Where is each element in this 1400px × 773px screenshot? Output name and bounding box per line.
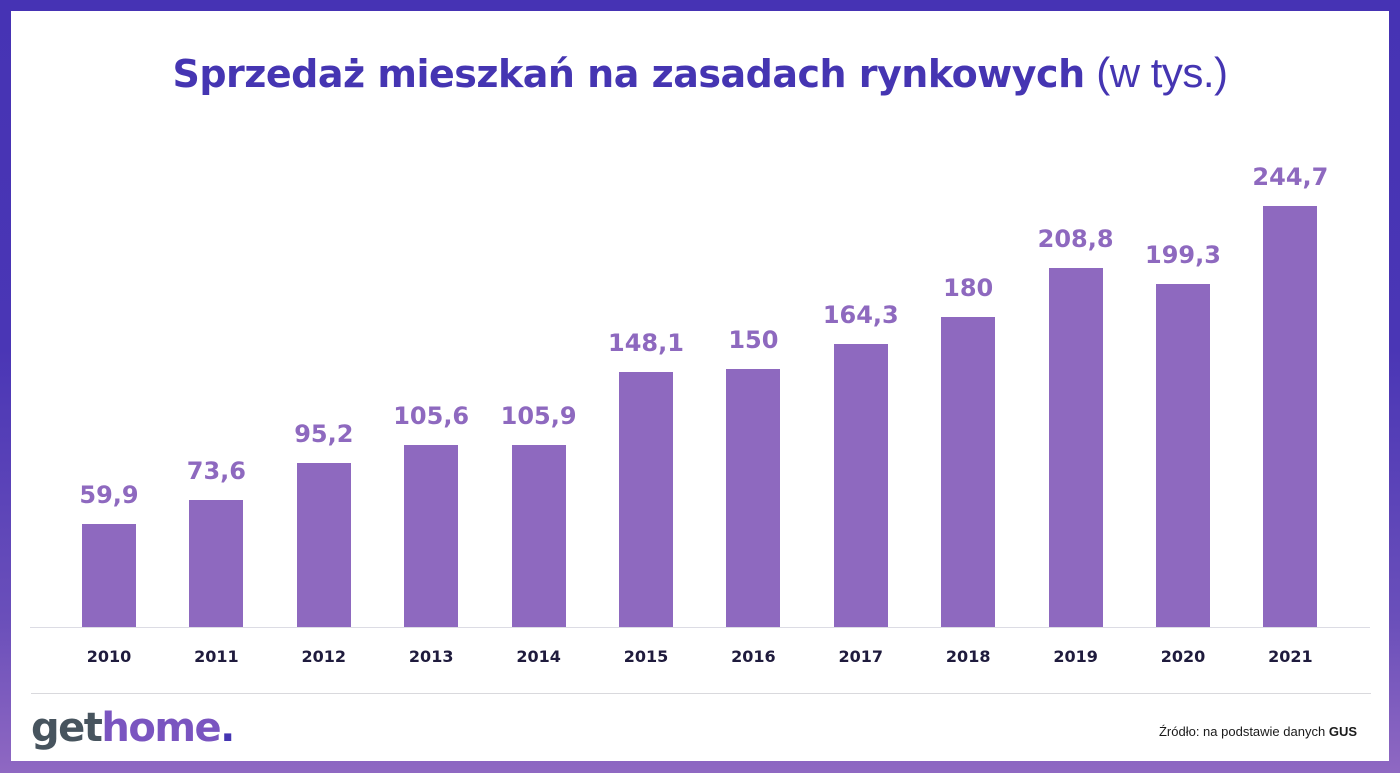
bar-2020 (1156, 284, 1210, 627)
bar-2016 (726, 369, 781, 627)
x-tick-label-2010: 2010 (86, 647, 132, 666)
value-label-2010: 59,9 (79, 481, 139, 509)
x-axis-line (30, 627, 1370, 628)
bar-2011 (189, 500, 244, 627)
value-label-2021: 244,7 (1252, 163, 1329, 191)
value-label-2019: 208,8 (1037, 225, 1114, 253)
bar-2015 (619, 372, 673, 627)
bar-2014 (511, 445, 566, 627)
bar-2017 (833, 344, 888, 627)
x-tick-label-2015: 2015 (623, 647, 669, 666)
value-label-2012: 95,2 (294, 420, 354, 448)
value-label-2016: 150 (728, 326, 779, 354)
x-tick-label-2017: 2017 (838, 647, 884, 666)
x-tick-label-2019: 2019 (1053, 647, 1098, 666)
x-tick-label-2016: 2016 (731, 647, 776, 666)
bar-2013 (404, 445, 459, 627)
bar-chart: 59,9 2010 73,6 2011 95,2 2012 105,6 2013 105,9 20… (11, 11, 1389, 691)
value-label-2017: 164,3 (822, 301, 899, 329)
source-note: Źródło: na podstawie danych GUS (1158, 724, 1357, 739)
gethome-logo: gethome. (31, 705, 235, 751)
footer-divider (31, 693, 1371, 694)
x-tick-label-2011: 2011 (194, 647, 239, 666)
x-tick-label-2012: 2012 (301, 647, 347, 666)
bar-2019 (1048, 268, 1103, 627)
value-label-2013: 105,6 (393, 402, 470, 430)
value-label-2014: 105,9 (500, 402, 577, 430)
bar-2010 (82, 524, 136, 627)
value-label-2018: 180 (943, 274, 994, 302)
value-label-2020: 199,3 (1145, 241, 1221, 269)
bar-2021 (1263, 206, 1318, 627)
x-tick-label-2018: 2018 (945, 647, 991, 666)
value-label-2015: 148,1 (608, 329, 684, 357)
x-tick-label-2014: 2014 (516, 647, 561, 666)
x-tick-label-2020: 2020 (1160, 647, 1206, 666)
x-tick-label-2021: 2021 (1268, 647, 1313, 666)
title-unit: (w tys.) (1096, 49, 1228, 96)
x-tick-label-2013: 2013 (408, 647, 454, 666)
bar-2018 (941, 317, 996, 627)
value-label-2011: 73,6 (186, 457, 246, 485)
title-main: Sprzedaż mieszkań na zasadach rynkowych (172, 52, 1085, 96)
bar-2012 (296, 463, 351, 627)
chart-panel: Sprzedaż mieszkań na zasadach rynkowych … (11, 11, 1389, 761)
chart-title: Sprzedaż mieszkań na zasadach rynkowych … (11, 49, 1389, 97)
